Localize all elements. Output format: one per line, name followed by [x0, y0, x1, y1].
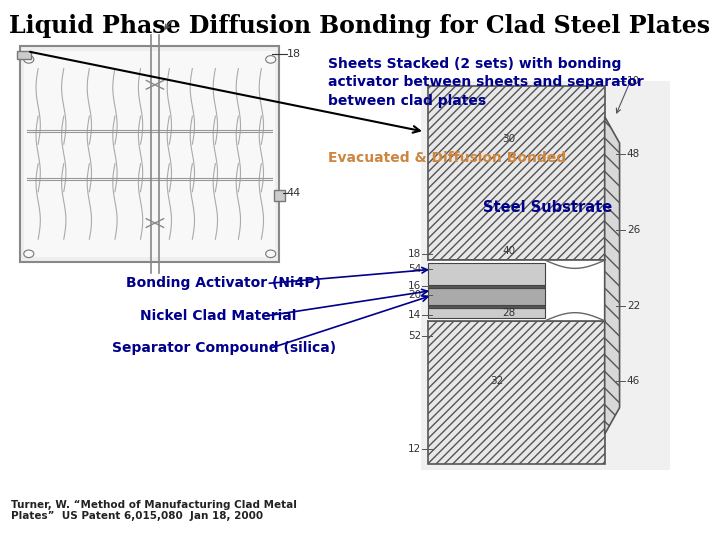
Bar [428, 305, 545, 308]
Text: 26: 26 [626, 225, 640, 235]
Text: 52: 52 [408, 331, 421, 341]
Text: 30: 30 [503, 134, 516, 144]
Bar [421, 81, 670, 470]
Bar [17, 51, 31, 59]
Text: 22: 22 [626, 301, 640, 310]
Text: Turner, W. “Method of Manufacturing Clad Metal
Plates”  US Patent 6,015,080  Jan: Turner, W. “Method of Manufacturing Clad… [11, 500, 297, 521]
Bar [428, 285, 545, 288]
Text: Steel Substrate: Steel Substrate [482, 200, 612, 215]
Text: 28: 28 [503, 308, 516, 318]
Text: Evacuated & Diffusion Bonded: Evacuated & Diffusion Bonded [328, 151, 566, 165]
Bar [428, 264, 545, 285]
Text: 32: 32 [490, 376, 503, 386]
Bar [274, 190, 285, 201]
Text: 44: 44 [287, 188, 301, 198]
Bar [428, 288, 545, 305]
Text: 54: 54 [408, 265, 421, 274]
Bar [428, 321, 605, 464]
Text: 46: 46 [626, 376, 640, 386]
Bar [24, 51, 275, 256]
Text: 10: 10 [626, 76, 640, 86]
Polygon shape [605, 117, 620, 434]
Text: Liquid Phase Diffusion Bonding for Clad Steel Plates: Liquid Phase Diffusion Bonding for Clad … [9, 14, 711, 37]
Text: 16: 16 [408, 281, 421, 291]
Bar [20, 46, 279, 262]
Text: 40: 40 [503, 246, 516, 256]
Bar [428, 86, 605, 260]
Text: Bonding Activator (Ni4P): Bonding Activator (Ni4P) [126, 276, 321, 291]
Text: 12: 12 [408, 444, 421, 454]
Bar [428, 260, 605, 321]
Text: Nickel Clad Material: Nickel Clad Material [140, 309, 297, 323]
Bar [20, 46, 279, 262]
Text: 14: 14 [408, 310, 421, 320]
Bar [428, 308, 545, 318]
Text: Sheets Stacked (2 sets) with bonding
activator between sheets and separator
betw: Sheets Stacked (2 sets) with bonding act… [328, 57, 644, 107]
Text: 48: 48 [626, 150, 640, 159]
Text: 20: 20 [408, 291, 421, 300]
Text: 18: 18 [287, 49, 301, 59]
Text: Separator Compound (silica): Separator Compound (silica) [112, 341, 336, 355]
Text: 18: 18 [408, 249, 421, 259]
